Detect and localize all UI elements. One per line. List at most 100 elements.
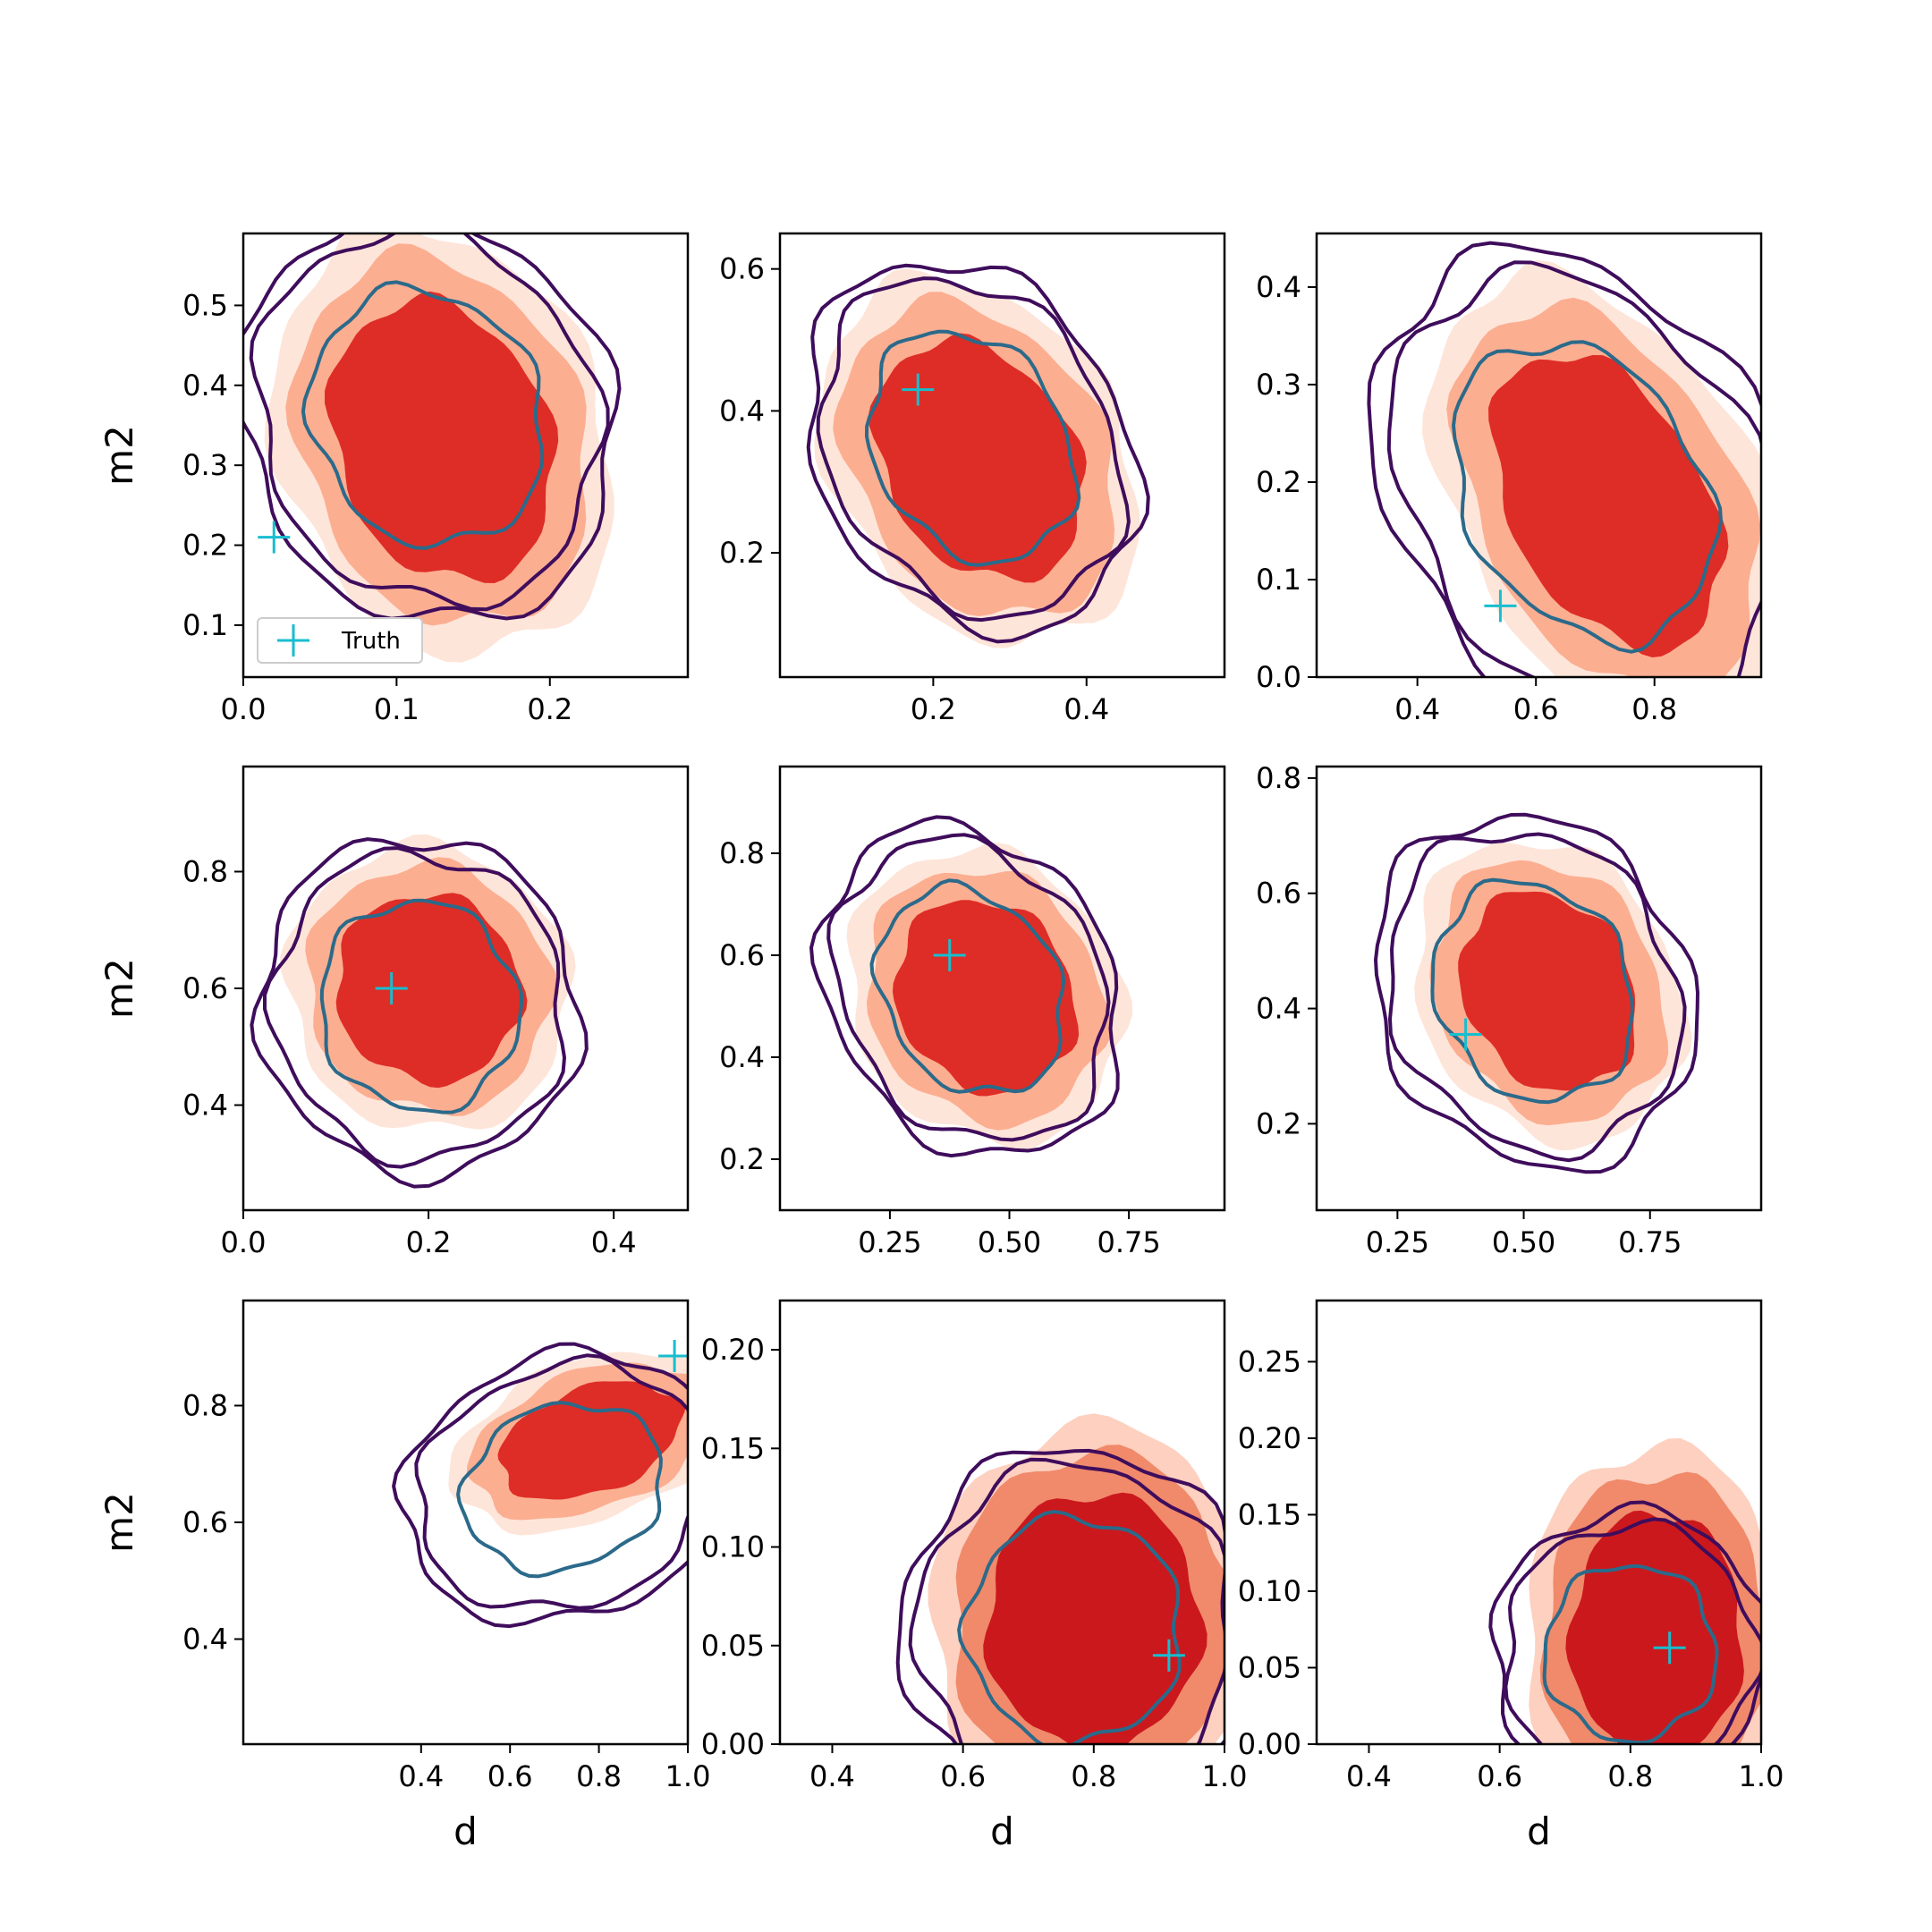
outer-contour-line-2 xyxy=(908,1457,1224,1744)
outer-contour-line-1 xyxy=(1367,241,1761,677)
axes-frame xyxy=(778,232,1226,679)
x-tick-label: 0.8 xyxy=(576,1759,622,1793)
legend-label: Truth xyxy=(341,628,401,655)
outer-contour-line-1 xyxy=(250,837,589,1189)
x-tick-label: 1.0 xyxy=(665,1759,711,1793)
y-tick-label: 0.05 xyxy=(1238,1650,1301,1684)
y-tick-label: 0.8 xyxy=(182,854,228,888)
x-tick-label: 0.1 xyxy=(374,692,419,726)
plot-area xyxy=(1373,812,1700,1174)
outer-contour-line-2 xyxy=(249,233,610,612)
y-tick-label: 0.8 xyxy=(182,1388,228,1422)
outer-contour-line-1 xyxy=(1488,1500,1761,1744)
truth-marker xyxy=(258,521,291,554)
truth-marker xyxy=(1653,1631,1686,1665)
y-tick-label: 0.15 xyxy=(1238,1497,1301,1531)
density-fill-level-3 xyxy=(497,1381,686,1500)
panel-1-3: 0.4 0.6 0.8 0.0 0.1 0.2 0.3 0.4 xyxy=(1256,232,1763,726)
y-tick-label: 0.4 xyxy=(1256,270,1301,304)
y-tick-label: 0.8 xyxy=(1256,761,1301,795)
x-tick-label: 0.2 xyxy=(527,692,572,726)
inner-contour-line xyxy=(301,280,545,550)
density-fill-level-3 xyxy=(1488,355,1729,657)
y-tick-label: 0.4 xyxy=(182,369,228,402)
y-tick-label: 0.6 xyxy=(182,1505,228,1539)
x-tick-label: 0.0 xyxy=(221,692,267,726)
inner-contour-line xyxy=(319,898,523,1114)
y-tick-label: 0.6 xyxy=(719,252,765,286)
axes-frame xyxy=(1315,765,1763,1212)
x-tick-label: 0.2 xyxy=(911,692,956,726)
y-tick-label: 0.3 xyxy=(182,448,228,482)
outer-contour-line-2 xyxy=(816,276,1131,623)
x-axis-label: d xyxy=(1527,1809,1551,1853)
y-tick-label: 0.15 xyxy=(701,1431,765,1465)
panel-3-2: 0.4 0.6 0.8 1.0 0.00 0.05 0.10 0.15 0.20 d xyxy=(701,1299,1247,1853)
inner-contour-line xyxy=(456,1401,663,1579)
density-fill-level-3 xyxy=(868,333,1087,583)
y-tick-label: 0.2 xyxy=(1256,1106,1301,1140)
y-tick-label: 0.4 xyxy=(1256,992,1301,1026)
truth-marker xyxy=(1152,1639,1185,1672)
plot-area xyxy=(1367,241,1761,677)
inner-contour-line xyxy=(864,329,1081,567)
x-tick-label: 0.50 xyxy=(1492,1225,1555,1259)
x-tick-label: 0.4 xyxy=(809,1759,855,1793)
x-tick-label: 0.2 xyxy=(406,1225,452,1259)
outer-contour-line-2 xyxy=(1387,832,1687,1163)
y-tick-label: 0.20 xyxy=(701,1333,765,1367)
panel-3-1: 0.4 0.6 0.8 1.0 0.4 0.6 0.8 m2 d xyxy=(97,1299,711,1853)
panel-2-3: 0.25 0.50 0.75 0.2 0.4 0.6 0.8 xyxy=(1256,761,1763,1259)
x-tick-label: 0.4 xyxy=(1346,1759,1392,1793)
y-tick-label: 0.4 xyxy=(719,394,765,428)
y-tick-label: 0.2 xyxy=(182,529,228,563)
panel-2-2: 0.25 0.50 0.75 0.2 0.4 0.6 0.8 xyxy=(719,765,1226,1259)
truth-marker xyxy=(902,373,935,406)
x-tick-label: 0.4 xyxy=(1394,692,1440,726)
panel-2-1: 0.0 0.2 0.4 0.4 0.6 0.8 m2 xyxy=(97,765,690,1259)
axes-frame xyxy=(1315,232,1763,679)
outer-contour-line-2 xyxy=(1386,260,1761,677)
truth-marker xyxy=(375,972,408,1004)
x-tick-label: 0.75 xyxy=(1618,1225,1682,1259)
y-tick-label: 0.2 xyxy=(719,536,765,570)
axes-frame xyxy=(1315,1299,1763,1746)
x-tick-label: 0.6 xyxy=(1513,692,1559,726)
axes-frame xyxy=(778,1299,1226,1746)
outer-contour-line-1 xyxy=(1373,812,1700,1174)
outer-contour-line-1 xyxy=(243,233,622,621)
outer-contour-line-1 xyxy=(392,1342,688,1629)
y-tick-label: 0.00 xyxy=(1238,1727,1301,1761)
x-tick-label: 0.4 xyxy=(591,1225,637,1259)
y-tick-label: 0.6 xyxy=(719,938,765,972)
y-tick-label: 0.1 xyxy=(182,608,228,642)
truth-marker xyxy=(658,1340,688,1372)
x-tick-label: 0.25 xyxy=(1366,1225,1429,1259)
y-axis-label: m2 xyxy=(97,958,141,1019)
x-tick-label: 0.50 xyxy=(978,1225,1041,1259)
plot-area xyxy=(1488,1438,1761,1744)
plot-area xyxy=(809,815,1132,1158)
x-tick-label: 0.4 xyxy=(1063,692,1109,726)
inner-contour-line xyxy=(957,1509,1182,1744)
plot-area xyxy=(250,834,589,1189)
outer-contour-line-1 xyxy=(895,1448,1224,1744)
outer-contour-line-2 xyxy=(826,833,1111,1142)
plot-area xyxy=(243,233,622,663)
x-tick-label: 0.75 xyxy=(1097,1225,1160,1259)
x-axis-label: d xyxy=(990,1809,1014,1853)
axes-frame xyxy=(242,232,690,679)
outer-contour-line-2 xyxy=(263,846,567,1169)
truth-marker xyxy=(933,938,966,971)
y-tick-label: 0.2 xyxy=(1256,465,1301,499)
x-tick-label: 0.4 xyxy=(398,1759,444,1793)
panel-1-2: 0.2 0.4 0.2 0.4 0.6 xyxy=(719,232,1226,726)
y-tick-label: 0.6 xyxy=(1256,877,1301,911)
y-tick-label: 0.8 xyxy=(719,836,765,870)
outer-contour-line-1 xyxy=(809,815,1120,1158)
y-tick-label: 0.10 xyxy=(1238,1574,1301,1608)
y-axis-label: m2 xyxy=(97,425,141,486)
y-tick-label: 0.6 xyxy=(182,971,228,1005)
legend-box xyxy=(257,617,423,664)
